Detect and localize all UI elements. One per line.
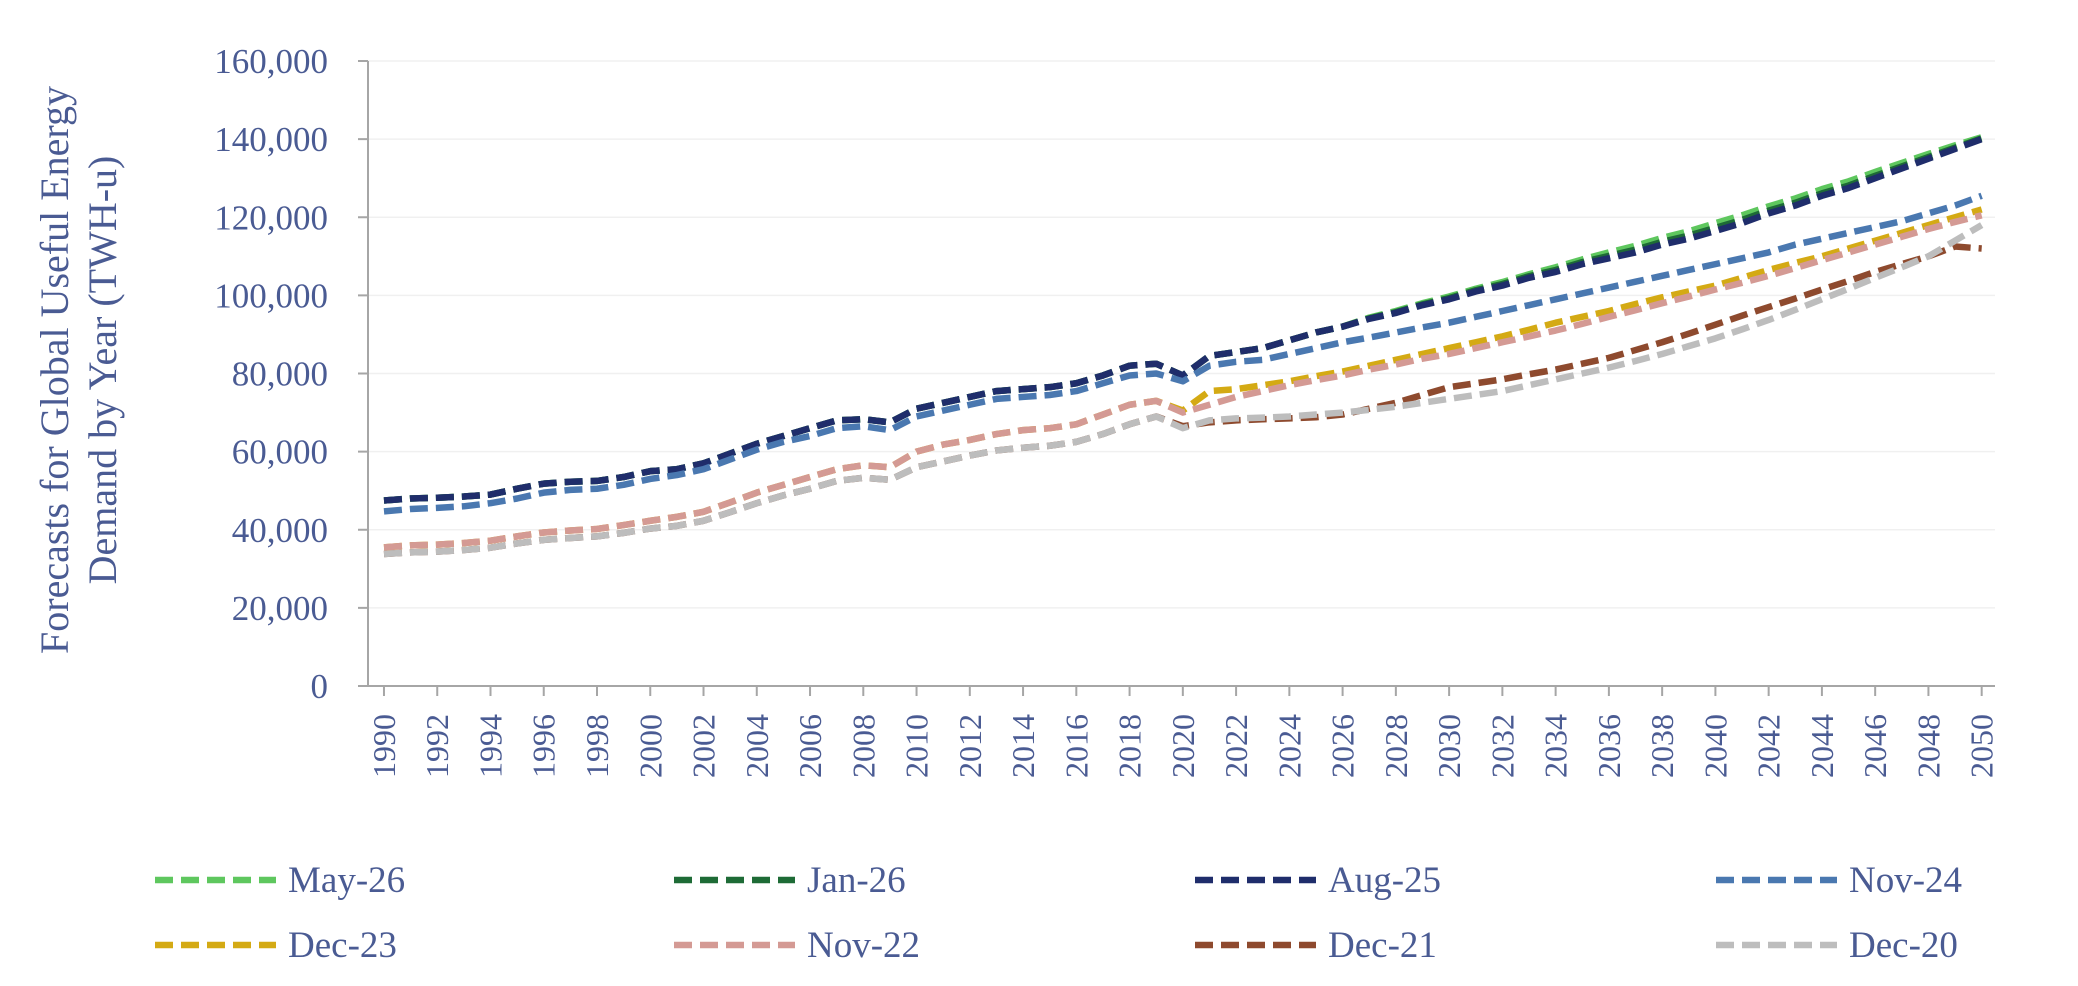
x-tick-label: 1992	[419, 714, 455, 778]
x-tick-label: 2018	[1112, 714, 1148, 778]
x-tick-label: 2048	[1910, 714, 1946, 778]
x-tick-label: 2016	[1058, 714, 1094, 778]
y-tick-label: 120,000	[214, 198, 328, 237]
x-tick-label: 2026	[1325, 714, 1361, 778]
series-line	[383, 243, 1982, 558]
legend-item: Nov-22	[674, 925, 920, 966]
legend-label: Dec-20	[1849, 925, 1958, 966]
legend-label: Nov-22	[807, 925, 920, 966]
x-tick-label: 2006	[792, 714, 828, 778]
x-tick-label: 1990	[366, 714, 402, 778]
legend-item: Jan-26	[674, 860, 906, 901]
x-tick-label: 1998	[579, 714, 615, 778]
legend-item: Nov-24	[1716, 860, 1962, 901]
y-tick-label: 0	[311, 667, 329, 706]
x-tick-label: 2008	[845, 714, 881, 778]
legend-item: Aug-25	[1195, 860, 1441, 901]
x-tick-label: 2010	[899, 714, 935, 778]
series-line	[383, 212, 1983, 551]
y-tick-label: 40,000	[232, 511, 328, 550]
x-tick-label: 2014	[1005, 714, 1041, 778]
legend-label: Jan-26	[807, 860, 906, 901]
legend-item: Dec-23	[155, 925, 397, 966]
y-axis-title: Forecasts for Global Useful Energy Deman…	[32, 86, 125, 654]
legend-label: Aug-25	[1328, 860, 1441, 901]
series-line	[383, 135, 1983, 504]
y-tick-label: 60,000	[232, 433, 328, 472]
y-tick-label: 20,000	[232, 589, 328, 628]
legend-item: Dec-20	[1716, 925, 1958, 966]
series-line	[383, 192, 1983, 515]
x-tick-label: 2002	[686, 714, 722, 778]
x-tick-label: 2044	[1804, 714, 1840, 778]
x-tick-label: 2020	[1165, 714, 1201, 778]
y-axis-title-line: Forecasts for Global Useful Energy	[32, 86, 77, 654]
x-tick-label: 2030	[1431, 714, 1467, 778]
y-tick-label: 160,000	[214, 42, 328, 81]
x-tick-label: 1994	[472, 714, 508, 778]
legend-label: Dec-23	[288, 925, 397, 966]
x-tick-label: 2034	[1538, 714, 1574, 778]
y-tick-label: 80,000	[232, 355, 328, 394]
series-line	[383, 136, 1983, 504]
y-tick-label: 100,000	[214, 276, 328, 315]
y-tick-label: 140,000	[214, 120, 328, 159]
x-tick-label: 2028	[1378, 714, 1414, 778]
y-axis-title-line: Demand by Year (TWH-u)	[80, 156, 125, 585]
legend-label: Nov-24	[1849, 860, 1962, 901]
x-tick-label: 2032	[1484, 714, 1520, 778]
series-line	[383, 222, 1984, 558]
x-tick-label: 1996	[526, 714, 562, 778]
x-tick-label: 2046	[1857, 714, 1893, 778]
x-tick-label: 2042	[1751, 714, 1787, 778]
legend-label: May-26	[288, 860, 405, 901]
x-tick-label: 2040	[1697, 714, 1733, 778]
x-tick-label: 2038	[1644, 714, 1680, 778]
legend-item: May-26	[155, 860, 405, 901]
legend-label: Dec-21	[1328, 925, 1437, 966]
x-tick-label: 2004	[739, 714, 775, 778]
legend-item: Dec-21	[1195, 925, 1437, 966]
x-tick-label: 2050	[1964, 714, 2000, 778]
x-tick-label: 2022	[1218, 714, 1254, 778]
x-tick-label: 2000	[632, 714, 668, 778]
x-tick-label: 2012	[952, 714, 988, 778]
x-tick-label: 2036	[1591, 714, 1627, 778]
x-tick-label: 2024	[1271, 714, 1307, 778]
